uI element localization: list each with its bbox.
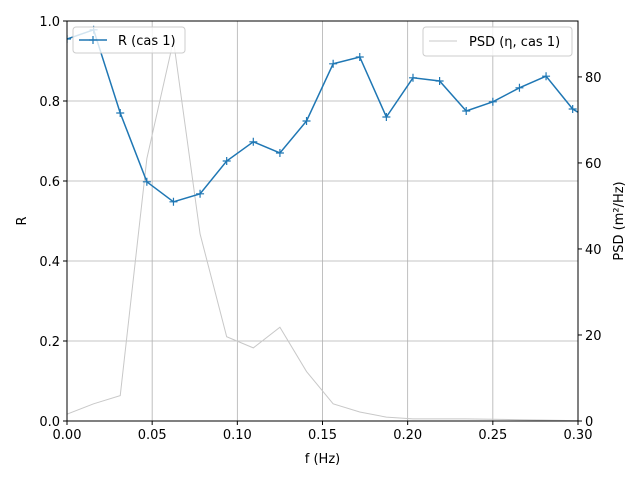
r-point — [382, 113, 391, 121]
psd-line — [67, 40, 578, 421]
y2-tick-label: 0 — [585, 415, 593, 430]
x-tick-label: 0.25 — [478, 428, 507, 443]
r-point — [222, 157, 231, 165]
x-tick-label: 0.10 — [223, 428, 252, 443]
y2-tick-label: 40 — [585, 243, 602, 258]
r-point — [275, 149, 284, 157]
y2-tick-label: 80 — [585, 71, 602, 86]
x-tick-label: 0.30 — [564, 428, 593, 443]
ticks: 0.00 0.05 0.10 0.15 0.20 0.25 0.30 0.0 0.2 0.4 0.6… — [39, 15, 601, 443]
y2-tick-label: 60 — [585, 157, 602, 172]
r-point — [169, 197, 178, 206]
r-point — [196, 189, 205, 198]
legend-label-psd: PSD (η, cas 1) — [469, 35, 560, 50]
y-tick-label: 0.8 — [39, 95, 60, 110]
r-point — [515, 83, 524, 92]
y-tick-label: 0.2 — [39, 335, 60, 350]
legend-label-r: R (cas 1) — [118, 34, 176, 49]
y-tick-label: 0.6 — [39, 175, 60, 190]
r-point — [355, 53, 364, 61]
y-tick-label: 0.4 — [39, 255, 60, 270]
legend-left: R (cas 1) — [72, 26, 186, 54]
r-point — [329, 59, 338, 68]
grid — [66, 20, 579, 422]
x-tick-label: 0.00 — [53, 428, 82, 443]
r-point — [67, 35, 71, 43]
y-tick-label: 0.0 — [39, 415, 60, 430]
r-point — [568, 105, 577, 113]
x-tick-label: 0.05 — [138, 428, 167, 443]
y2-axis-label: PSD (m²/Hz) — [612, 181, 627, 260]
x-tick-label: 0.15 — [308, 428, 337, 443]
r-point — [435, 77, 444, 85]
r-point — [462, 107, 471, 115]
r-point — [595, 121, 603, 129]
r-point — [302, 117, 311, 125]
x-axis-label: f (Hz) — [305, 452, 340, 467]
y2-tick-label: 20 — [585, 329, 602, 344]
r-point — [408, 73, 417, 82]
r-point — [142, 177, 151, 186]
series-group — [67, 25, 603, 421]
r-point — [488, 97, 497, 106]
r-point — [116, 109, 125, 117]
y-axis-label: R — [15, 216, 30, 225]
y-tick-label: 1.0 — [39, 15, 60, 30]
plus-marker-icon — [89, 36, 97, 44]
r-point — [249, 137, 258, 146]
r-point — [542, 72, 551, 81]
series-layer — [67, 25, 603, 421]
legend-right: PSD (η, cas 1) — [422, 26, 573, 57]
x-tick-label: 0.20 — [393, 428, 422, 443]
